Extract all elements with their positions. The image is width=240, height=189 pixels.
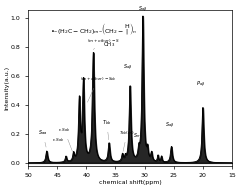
Text: $P_{αβ}$: $P_{αβ}$ <box>196 80 206 90</box>
Text: $S_{αβ}$: $S_{αβ}$ <box>165 121 175 131</box>
Text: $S_{αβ}$: $S_{αβ}$ <box>138 5 148 15</box>
Text: $S_{aa}$: $S_{aa}$ <box>38 128 47 147</box>
Text: $T_{bb}(m)$: $T_{bb}(m)$ <box>119 129 135 151</box>
Text: $S_{αβ}$: $S_{αβ}$ <box>123 63 133 73</box>
Text: $T_{bb}$: $T_{bb}$ <box>102 118 111 140</box>
Y-axis label: Intensity(a.u.): Intensity(a.u.) <box>4 66 9 110</box>
Text: $\mathrm{CH_3}$: $\mathrm{CH_3}$ <box>103 41 115 50</box>
Text: $\bullet$–$\left(\mathrm{H_2C-CH_2}\right)_m$–$\left(\mathrm{CH_2-}\substack{\ma: $\bullet$–$\left(\mathrm{H_2C-CH_2}\righ… <box>50 22 137 37</box>
Text: $r$-$S_{ab}$: $r$-$S_{ab}$ <box>58 126 72 152</box>
Text: $r$-$S_{ab}$: $r$-$S_{ab}$ <box>52 136 64 144</box>
X-axis label: chemical shift(ppm): chemical shift(ppm) <box>99 180 161 185</box>
Text: $(m+other)-S$: $(m+other)-S$ <box>87 37 120 50</box>
Text: $(m+other)-S_{ab}$: $(m+other)-S_{ab}$ <box>80 75 116 102</box>
Text: $S_{rr}$: $S_{rr}$ <box>133 131 141 140</box>
